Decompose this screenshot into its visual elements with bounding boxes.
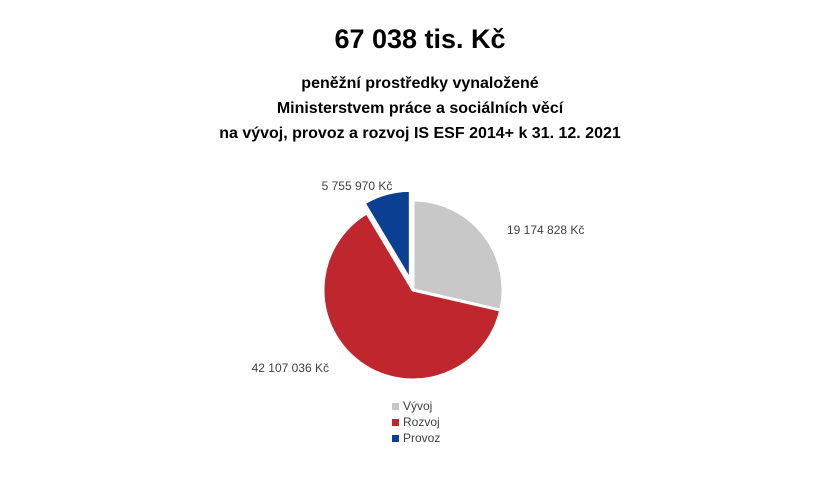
data-label-rozvoj: 42 107 036 Kč <box>252 361 329 375</box>
legend-item-vyvoj: Vývoj <box>392 398 440 414</box>
legend-item-provoz: Provoz <box>392 430 440 446</box>
legend-label-rozvoj: Rozvoj <box>403 415 440 429</box>
data-label-provoz: 5 755 970 Kč <box>322 179 393 193</box>
chart-total-title: 67 038 tis. Kč <box>334 24 506 54</box>
chart-legend: Vývoj Rozvoj Provoz <box>392 398 440 446</box>
subtitle-line-1: peněžní prostředky vynaložené <box>301 75 539 92</box>
data-label-vyvoj: 19 174 828 Kč <box>507 223 584 237</box>
chart-subtitle: peněžní prostředky vynaložené Ministerst… <box>0 71 840 146</box>
subtitle-line-2: Ministerstvem práce a sociálních věcí <box>276 100 564 117</box>
legend-item-rozvoj: Rozvoj <box>392 414 440 430</box>
pie-slice-rozvoj <box>321 211 503 382</box>
legend-label-vyvoj: Vývoj <box>403 399 433 413</box>
legend-swatch-provoz <box>392 434 399 442</box>
pie-slice-provoz <box>362 188 412 282</box>
legend-swatch-rozvoj <box>392 418 399 426</box>
subtitle-line-3: na vývoj, provoz a rozvoj IS ESF 2014+ k… <box>219 125 621 142</box>
pie-slice-vyvoj <box>411 198 505 312</box>
legend-swatch-vyvoj <box>392 402 399 410</box>
legend-label-provoz: Provoz <box>403 431 441 445</box>
